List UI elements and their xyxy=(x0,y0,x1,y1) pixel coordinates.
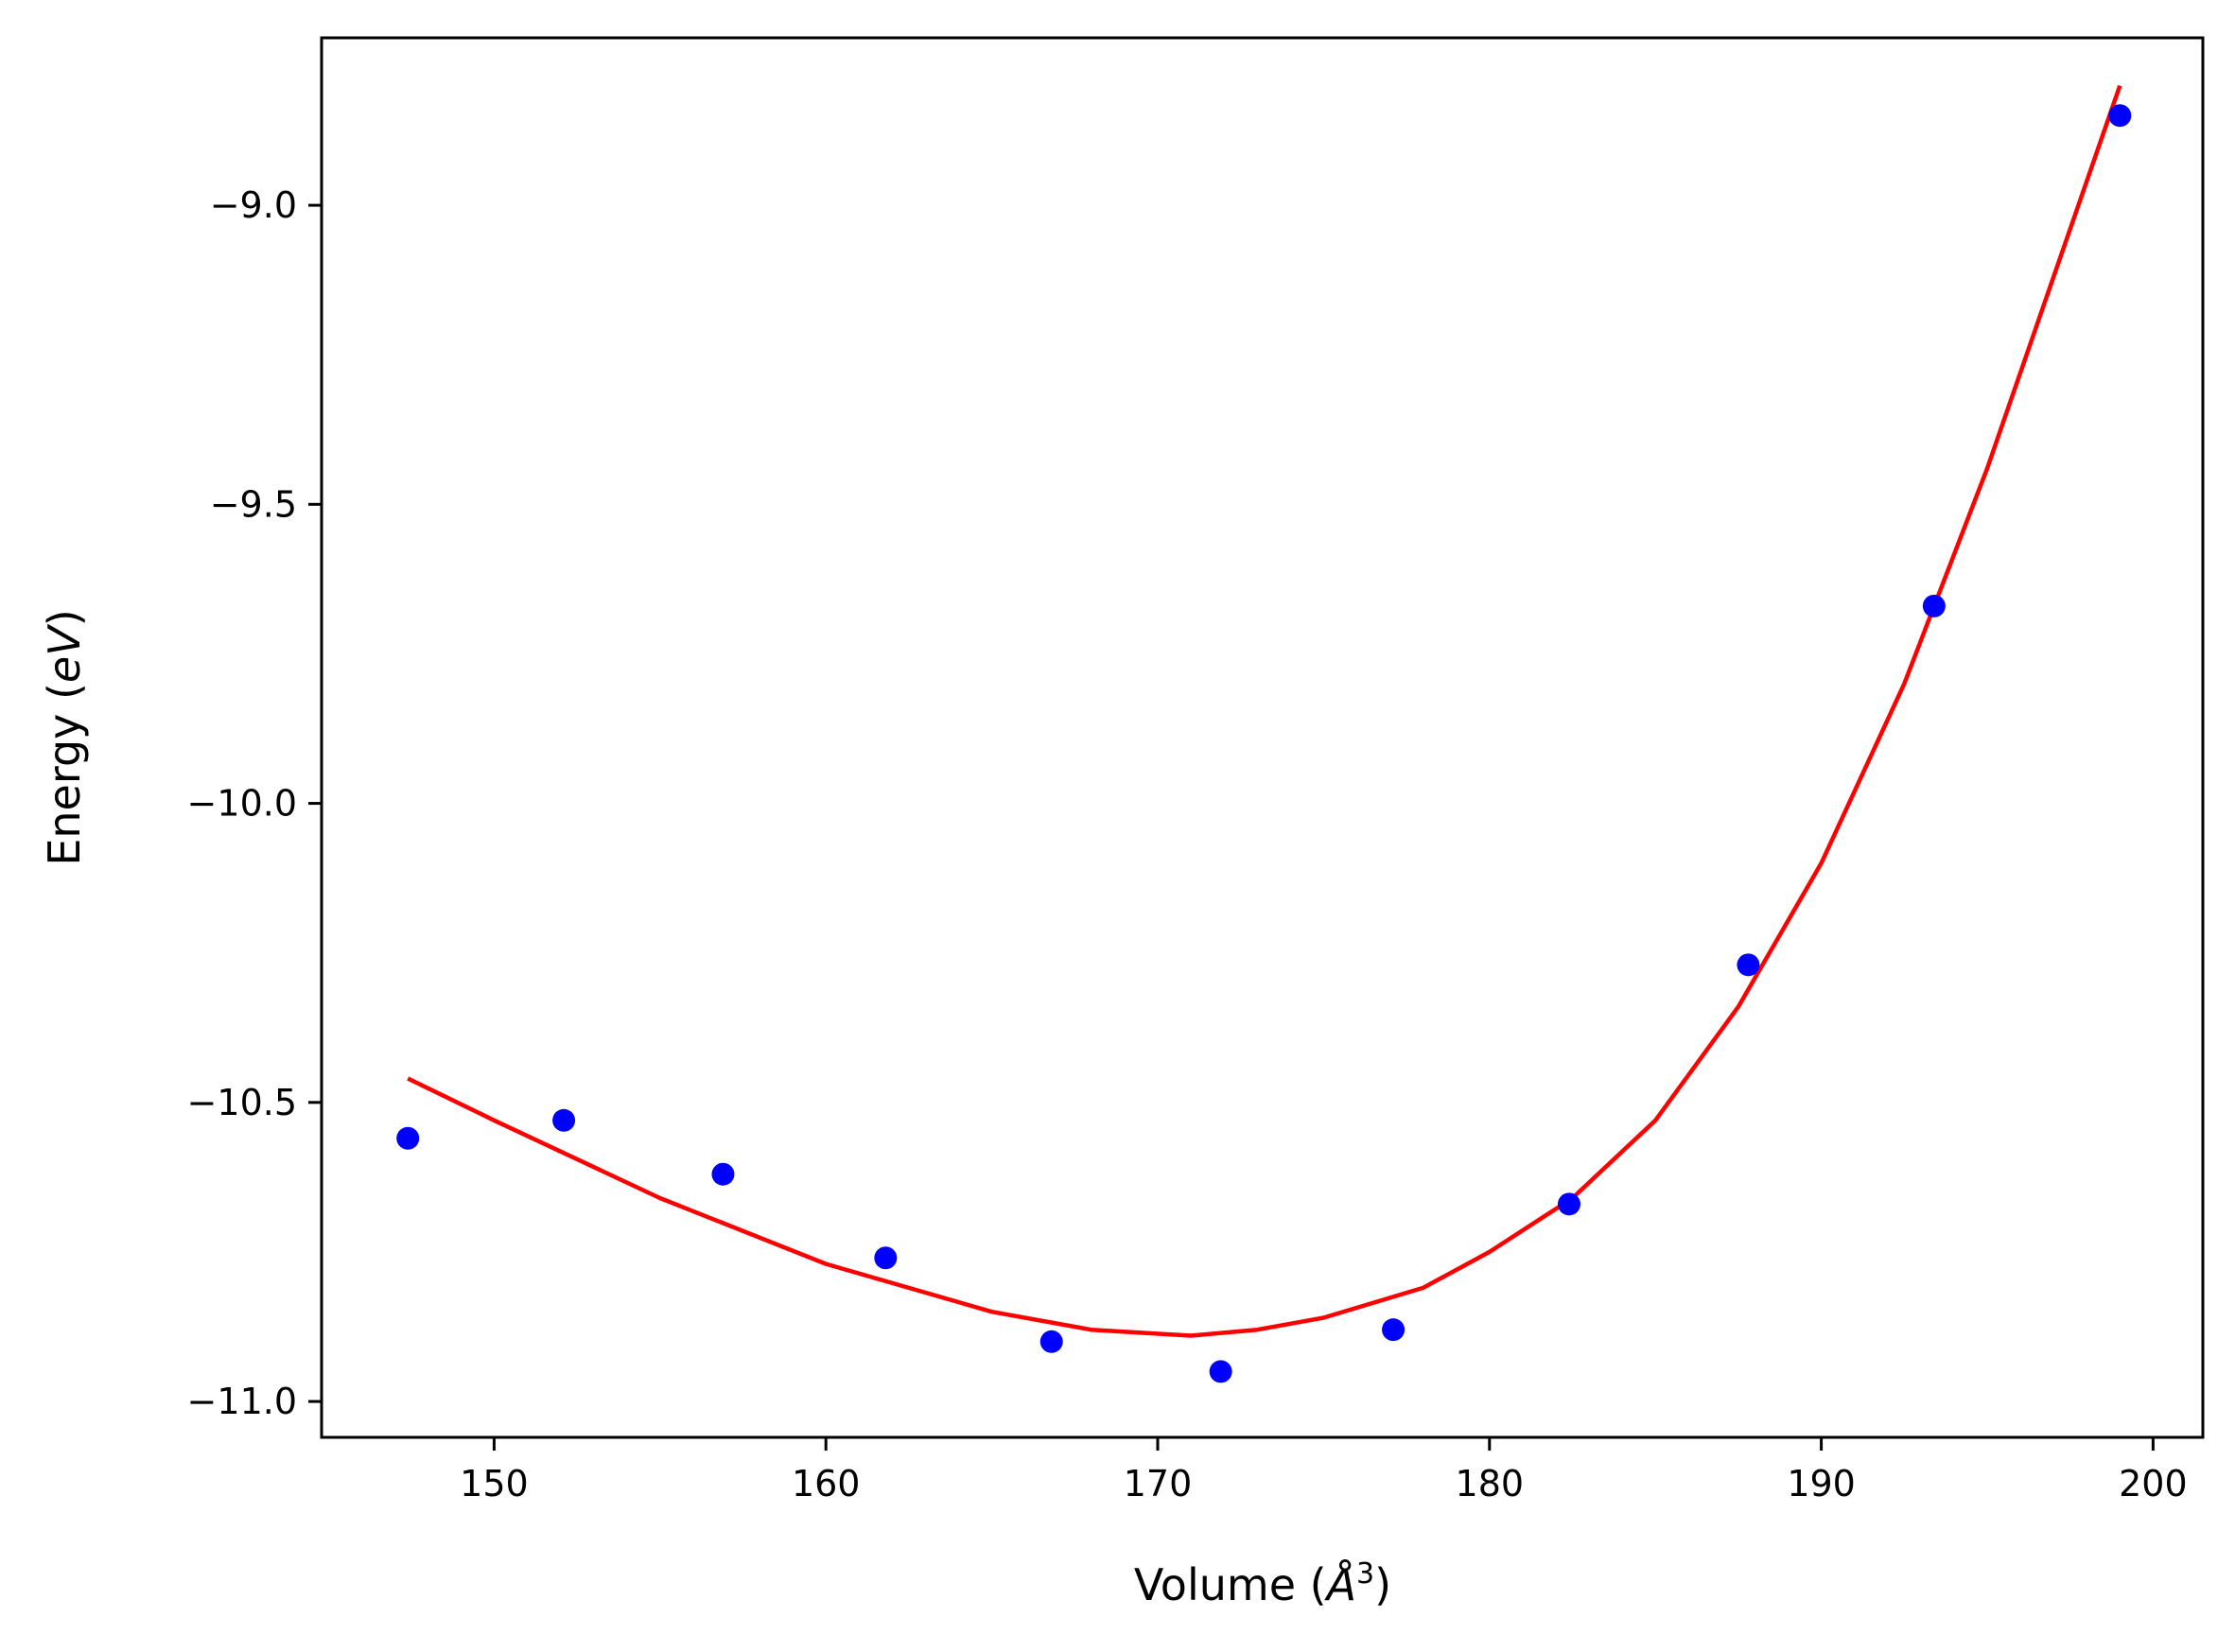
x-tick-label: 180 xyxy=(1456,1463,1525,1504)
data-points-layer xyxy=(396,104,2132,1383)
y-axis-label: Energy (eV) xyxy=(39,609,90,865)
data-point xyxy=(1922,594,1946,617)
x-tick-label: 190 xyxy=(1787,1463,1856,1504)
data-point xyxy=(874,1246,898,1270)
data-point xyxy=(552,1108,576,1132)
x-axis-label: Volume (Å3) xyxy=(1134,1557,1391,1610)
x-tick-label: 160 xyxy=(792,1463,861,1504)
data-point xyxy=(2108,104,2132,128)
x-axis-ticks: 150 160 170 180 190 200 xyxy=(460,1437,2188,1504)
data-point xyxy=(1737,953,1760,977)
fit-curve xyxy=(407,84,2122,1338)
data-point xyxy=(1557,1192,1580,1216)
data-point xyxy=(1209,1360,1232,1383)
y-tick-label: −10.5 xyxy=(187,1082,297,1123)
y-tick-label: −11.0 xyxy=(187,1381,297,1422)
data-point xyxy=(396,1126,420,1150)
y-tick-label: −10.0 xyxy=(187,783,297,825)
x-tick-label: 200 xyxy=(2119,1463,2188,1504)
y-axis-ticks: −9.0 −9.5 −10.0 −10.5 −11.0 xyxy=(187,184,322,1422)
fit-curve-layer xyxy=(407,84,2122,1338)
y-tick-label: −9.0 xyxy=(210,184,297,226)
y-tick-label: −9.5 xyxy=(210,483,297,525)
x-tick-label: 170 xyxy=(1124,1463,1193,1504)
data-point xyxy=(1382,1318,1406,1342)
data-point xyxy=(1039,1330,1063,1353)
data-point xyxy=(711,1162,735,1186)
plot-frame xyxy=(320,36,2205,1439)
x-tick-label: 150 xyxy=(460,1463,529,1504)
